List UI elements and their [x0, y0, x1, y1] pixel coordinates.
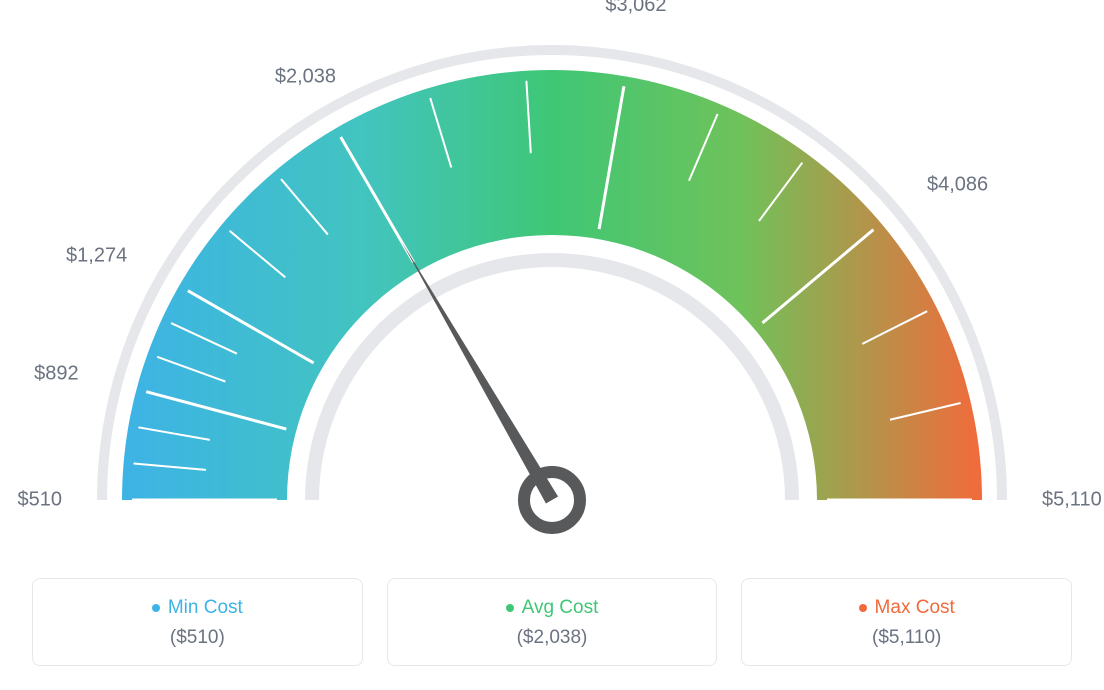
- legend-dot-min: [152, 604, 160, 612]
- legend-dot-avg: [506, 604, 514, 612]
- legend-value-max: ($5,110): [752, 627, 1061, 649]
- legend-label-max: Max Cost: [875, 597, 955, 619]
- tick-label: $3,062: [605, 0, 666, 17]
- legend-title-min: Min Cost: [152, 597, 243, 619]
- tick-label: $1,274: [66, 244, 127, 267]
- legend-row: Min Cost ($510) Avg Cost ($2,038) Max Co…: [32, 578, 1072, 666]
- tick-label: $2,038: [275, 65, 336, 88]
- legend-title-max: Max Cost: [859, 597, 955, 619]
- gauge-area: $510 $892 $1,274 $2,038 $3,062 $4,086 $5,110: [0, 0, 1104, 560]
- tick-label: $510: [18, 489, 63, 512]
- legend-card-max: Max Cost ($5,110): [741, 578, 1072, 666]
- legend-label-min: Min Cost: [168, 597, 243, 619]
- tick-label: $4,086: [927, 173, 988, 196]
- legend-dot-max: [859, 604, 867, 612]
- legend-card-avg: Avg Cost ($2,038): [387, 578, 718, 666]
- gauge-chart-container: $510 $892 $1,274 $2,038 $3,062 $4,086 $5,110 M…: [0, 0, 1104, 690]
- tick-label: $892: [34, 362, 79, 385]
- legend-title-avg: Avg Cost: [506, 597, 599, 619]
- legend-value-avg: ($2,038): [398, 627, 707, 649]
- gauge-svg: [0, 0, 1104, 560]
- legend-label-avg: Avg Cost: [522, 597, 599, 619]
- tick-label: $5,110: [1042, 489, 1102, 512]
- legend-card-min: Min Cost ($510): [32, 578, 363, 666]
- legend-value-min: ($510): [43, 627, 352, 649]
